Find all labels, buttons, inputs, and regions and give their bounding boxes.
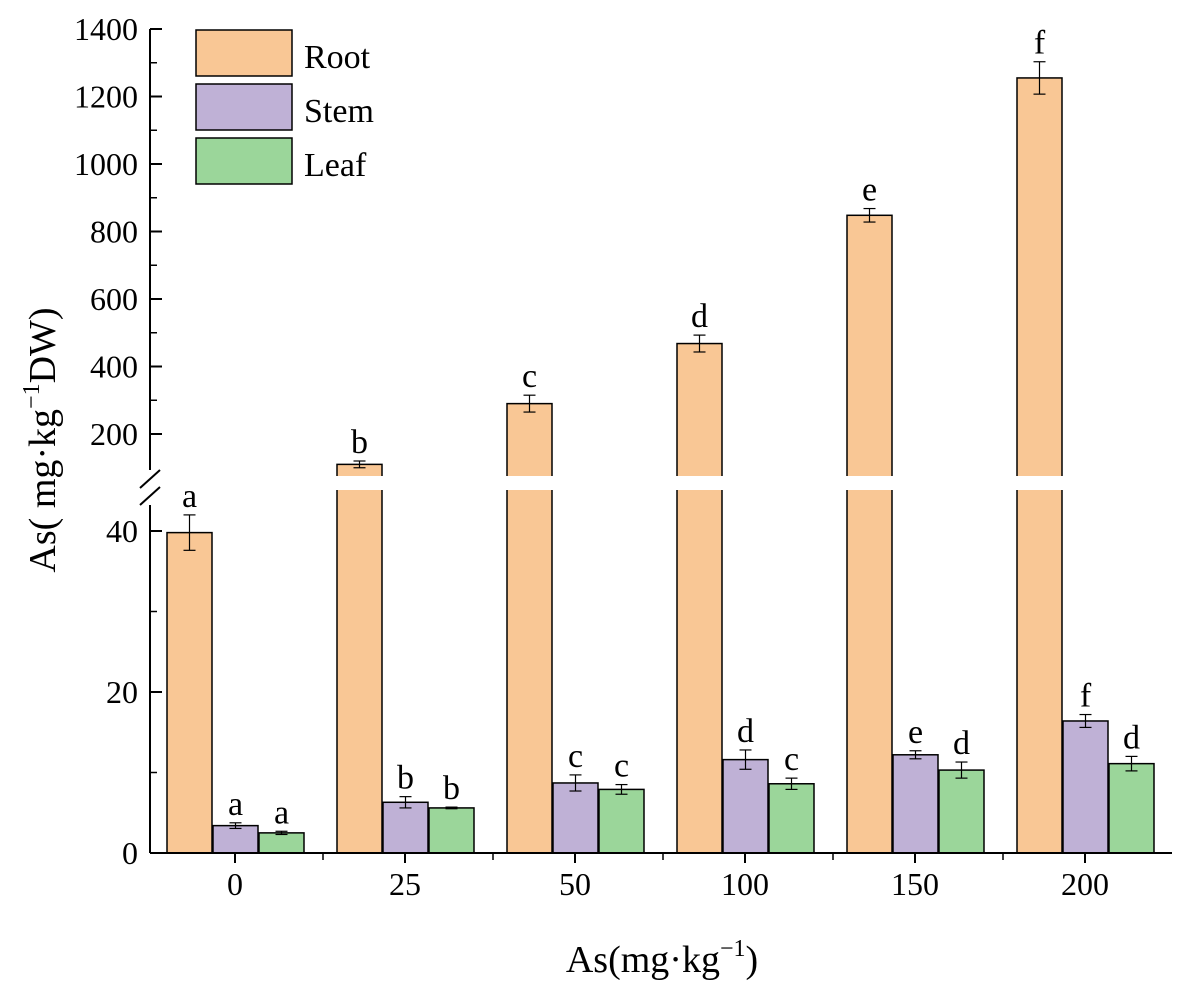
bar-root-50 (506, 402, 553, 854)
bar-leaf-25 (428, 807, 475, 854)
x-tick-label-100: 100 (721, 866, 769, 902)
significance-letter-stem-100: d (737, 713, 754, 750)
legend-swatch-stem (195, 83, 293, 131)
significance-letter-leaf-150: d (953, 725, 970, 762)
bar-leaf-200 (1108, 762, 1155, 854)
significance-letter-stem-200: f (1080, 678, 1092, 715)
y-tick-label: 20 (106, 674, 138, 710)
significance-letter-leaf-25: b (443, 770, 460, 807)
axes (139, 29, 1172, 854)
x-tick-label-200: 200 (1061, 866, 1109, 902)
bar-stem-50 (552, 782, 599, 854)
bar-root-100 (676, 342, 723, 854)
bar-leaf-150 (938, 769, 985, 854)
x-tick-label-150: 150 (891, 866, 939, 902)
significance-letter-root-50: c (522, 358, 537, 395)
bar-root-25 (336, 463, 383, 854)
y-tick-label: 400 (90, 349, 138, 385)
bar-stem-0 (212, 824, 259, 854)
y-axis-title-tail: DW) (22, 307, 64, 383)
bar-root-150 (846, 214, 893, 854)
bar-root-200 (1016, 77, 1063, 854)
axis-break-mark-lower (139, 486, 161, 506)
significance-letter-stem-150: e (908, 714, 923, 751)
bar-leaf-100 (768, 783, 815, 854)
bar-stem-25 (382, 801, 429, 854)
y-tick-label: 800 (90, 214, 138, 250)
error-bars (183, 61, 1138, 836)
y-tick-label: 40 (106, 513, 138, 549)
x-tick-label-50: 50 (559, 866, 591, 902)
bar-root-0 (166, 531, 213, 854)
significance-letter-leaf-50: c (614, 748, 629, 785)
y-tick-label: 0 (122, 835, 138, 871)
axis-break-mark-upper (139, 469, 161, 489)
y-ticks: 0 20 40 200 400 600 800 1000 1200 1400 (74, 11, 162, 871)
significance-letter-root-100: d (691, 298, 708, 335)
legend-label-stem: Stem (304, 93, 374, 130)
y-tick-label: 1000 (74, 146, 138, 182)
legend-label-root: Root (304, 39, 371, 76)
x-axis-title-main: As(mg·kg (566, 939, 720, 981)
y-axis-title-sup: −1 (19, 383, 45, 409)
y-axis-title: As( mg·kg−1DW) (19, 307, 64, 572)
x-ticks: 0 25 50 100 150 200 (227, 853, 1109, 902)
significance-letter-stem-0: a (228, 786, 243, 823)
x-tick-label-25: 25 (389, 866, 421, 902)
x-axis-title-tail: ) (746, 939, 759, 981)
bar-stem-150 (892, 754, 939, 854)
x-tick-label-0: 0 (227, 866, 243, 902)
y-tick-label: 200 (90, 416, 138, 452)
significance-letter-root-25: b (351, 424, 368, 461)
bar-leaf-0 (258, 832, 305, 854)
significance-letter-leaf-0: a (274, 794, 289, 831)
significance-letter-root-0: a (182, 478, 197, 515)
bar-stem-200 (1062, 720, 1109, 854)
legend-swatch-root (195, 29, 293, 77)
y-axis-title-main: As( mg·kg (22, 409, 64, 573)
y-tick-label: 600 (90, 281, 138, 317)
significance-letter-stem-50: c (568, 738, 583, 775)
significance-letter-stem-25: b (397, 760, 414, 797)
legend-label-leaf: Leaf (304, 147, 367, 184)
significance-letter-root-200: f (1034, 25, 1046, 62)
x-axis-title: As(mg·kg−1) (566, 936, 758, 981)
axis-break-band (152, 476, 1174, 490)
bar-stem-100 (722, 758, 769, 854)
bar-leaf-50 (598, 788, 645, 854)
y-tick-label: 1400 (74, 11, 138, 47)
significance-letter-root-150: e (862, 172, 877, 209)
bars (166, 77, 1155, 854)
x-axis-title-sup: −1 (720, 936, 746, 962)
significance-letter-leaf-100: c (784, 741, 799, 778)
axis-break-white-band (152, 476, 1174, 490)
y-tick-label: 1200 (74, 79, 138, 115)
legend: Root Stem Leaf (195, 29, 374, 185)
legend-swatch-leaf (195, 137, 293, 185)
significance-letter-leaf-200: d (1123, 719, 1140, 756)
